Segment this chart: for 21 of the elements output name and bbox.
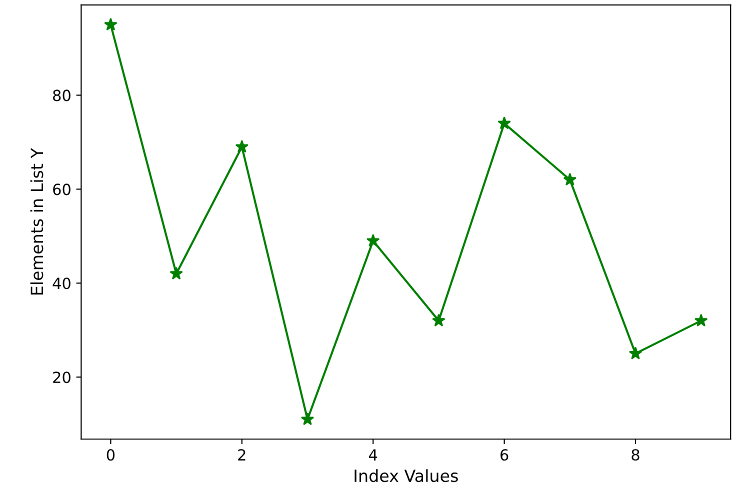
x-axis-title: Index Values (354, 469, 458, 482)
point (628, 346, 642, 360)
x-tick-label: 0 (106, 449, 115, 461)
y-axis-title: Elements in List Y (30, 148, 44, 294)
point (694, 314, 708, 326)
point (235, 140, 249, 153)
y-tick-label: 20 (53, 372, 70, 384)
y-tick-label: 40 (52, 278, 70, 290)
point (498, 116, 511, 130)
x-tick-label: 8 (632, 449, 640, 461)
point (366, 234, 380, 247)
x-tick-label: 4 (368, 449, 378, 460)
x-tick-label: 2 (238, 449, 246, 460)
x-tick-label: 6 (500, 449, 508, 461)
point (170, 266, 183, 280)
point (104, 18, 118, 30)
point (432, 314, 446, 326)
point (300, 412, 314, 426)
y-tick-label: 60 (53, 184, 70, 196)
y-tick-label: 80 (53, 90, 70, 102)
point (563, 172, 577, 186)
